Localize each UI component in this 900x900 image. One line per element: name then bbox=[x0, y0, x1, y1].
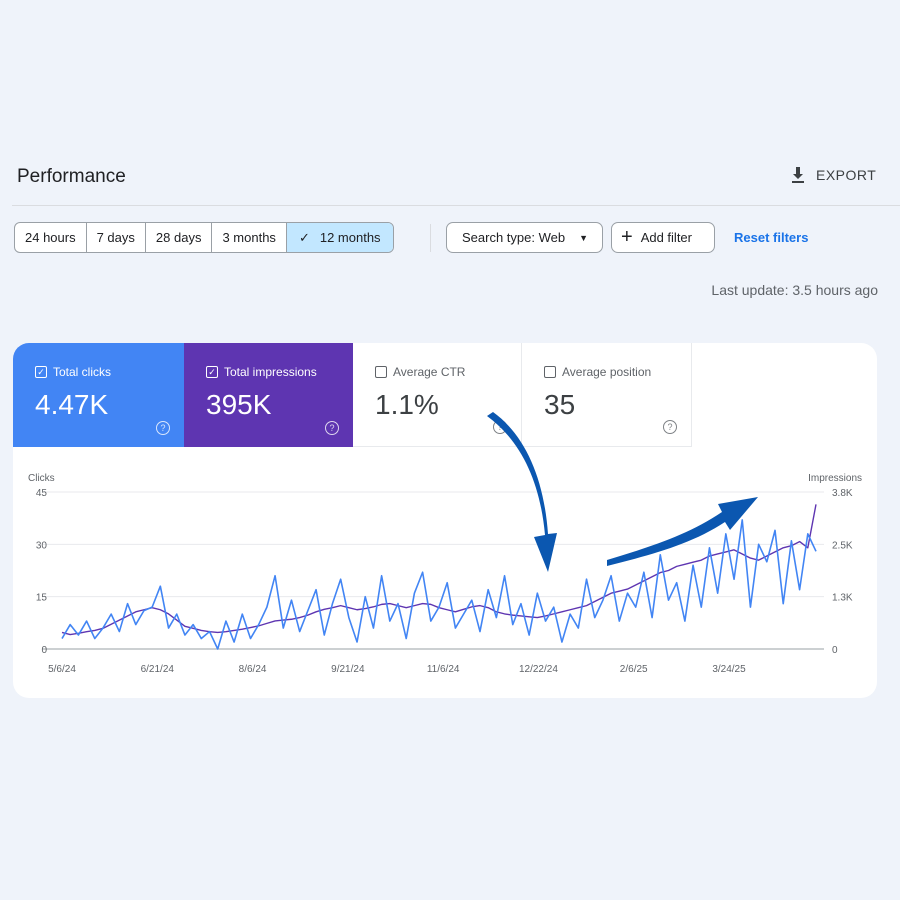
export-label: EXPORT bbox=[816, 167, 877, 183]
checkbox-unchecked-icon[interactable] bbox=[544, 366, 556, 378]
add-filter-label: Add filter bbox=[640, 230, 692, 245]
performance-panel: ✓ Total clicks 4.47K ? ✓ Total impressions… bbox=[13, 343, 877, 698]
metric-value: 395K bbox=[206, 389, 272, 420]
check-icon: ✓ bbox=[298, 229, 310, 245]
help-icon[interactable]: ? bbox=[156, 421, 170, 435]
checkbox-checked-icon[interactable]: ✓ bbox=[206, 366, 218, 378]
metric-label: Total impressions bbox=[224, 365, 317, 379]
last-update-text: Last update: 3.5 hours ago bbox=[711, 282, 878, 298]
checkbox-unchecked-icon[interactable] bbox=[375, 366, 387, 378]
range-label: 24 hours bbox=[25, 230, 76, 245]
export-button[interactable]: EXPORT bbox=[790, 166, 876, 184]
dropdown-arrow-icon: ▼ bbox=[579, 232, 589, 243]
page-title: Performance bbox=[17, 166, 126, 187]
help-icon[interactable]: ? bbox=[325, 421, 339, 435]
toolbar-separator bbox=[430, 224, 431, 252]
reset-filters-link[interactable]: Reset filters bbox=[734, 230, 809, 245]
date-range-selector: 24 hours 7 days 28 days 3 months ✓ 12 mon… bbox=[14, 222, 394, 253]
help-icon[interactable]: ? bbox=[493, 420, 507, 434]
metric-value: 1.1% bbox=[375, 389, 439, 420]
metric-card-total-clicks[interactable]: ✓ Total clicks 4.47K ? bbox=[13, 343, 184, 447]
metric-label: Total clicks bbox=[53, 365, 112, 379]
range-7-days[interactable]: 7 days bbox=[87, 223, 146, 252]
range-28-days[interactable]: 28 days bbox=[146, 223, 213, 252]
search-type-label: Search type: Web bbox=[462, 230, 566, 245]
metric-card-total-impressions[interactable]: ✓ Total impressions 395K ? bbox=[184, 343, 353, 447]
metric-card-average-position[interactable]: Average position 35 ? bbox=[522, 343, 692, 447]
add-filter-button[interactable]: + Add filter bbox=[611, 222, 715, 253]
plus-icon: + bbox=[621, 226, 633, 248]
metric-label: Average CTR bbox=[393, 365, 466, 379]
metric-card-average-ctr[interactable]: Average CTR 1.1% ? bbox=[353, 343, 522, 447]
help-icon[interactable]: ? bbox=[663, 420, 677, 434]
metric-label: Average position bbox=[562, 365, 652, 379]
range-label: 3 months bbox=[222, 230, 276, 245]
range-12-months[interactable]: ✓ 12 months bbox=[286, 223, 393, 252]
range-3-months[interactable]: 3 months bbox=[212, 223, 287, 252]
range-label: 28 days bbox=[155, 230, 202, 245]
range-label: 12 months bbox=[319, 230, 381, 245]
range-24-hours[interactable]: 24 hours bbox=[15, 223, 87, 252]
checkbox-checked-icon[interactable]: ✓ bbox=[35, 366, 47, 378]
range-label: 7 days bbox=[96, 230, 135, 245]
metric-value: 4.47K bbox=[35, 389, 109, 420]
search-type-dropdown[interactable]: Search type: Web ▼ bbox=[446, 222, 603, 253]
metric-value: 35 bbox=[544, 389, 576, 420]
download-icon bbox=[792, 167, 804, 183]
header-divider bbox=[12, 205, 900, 206]
